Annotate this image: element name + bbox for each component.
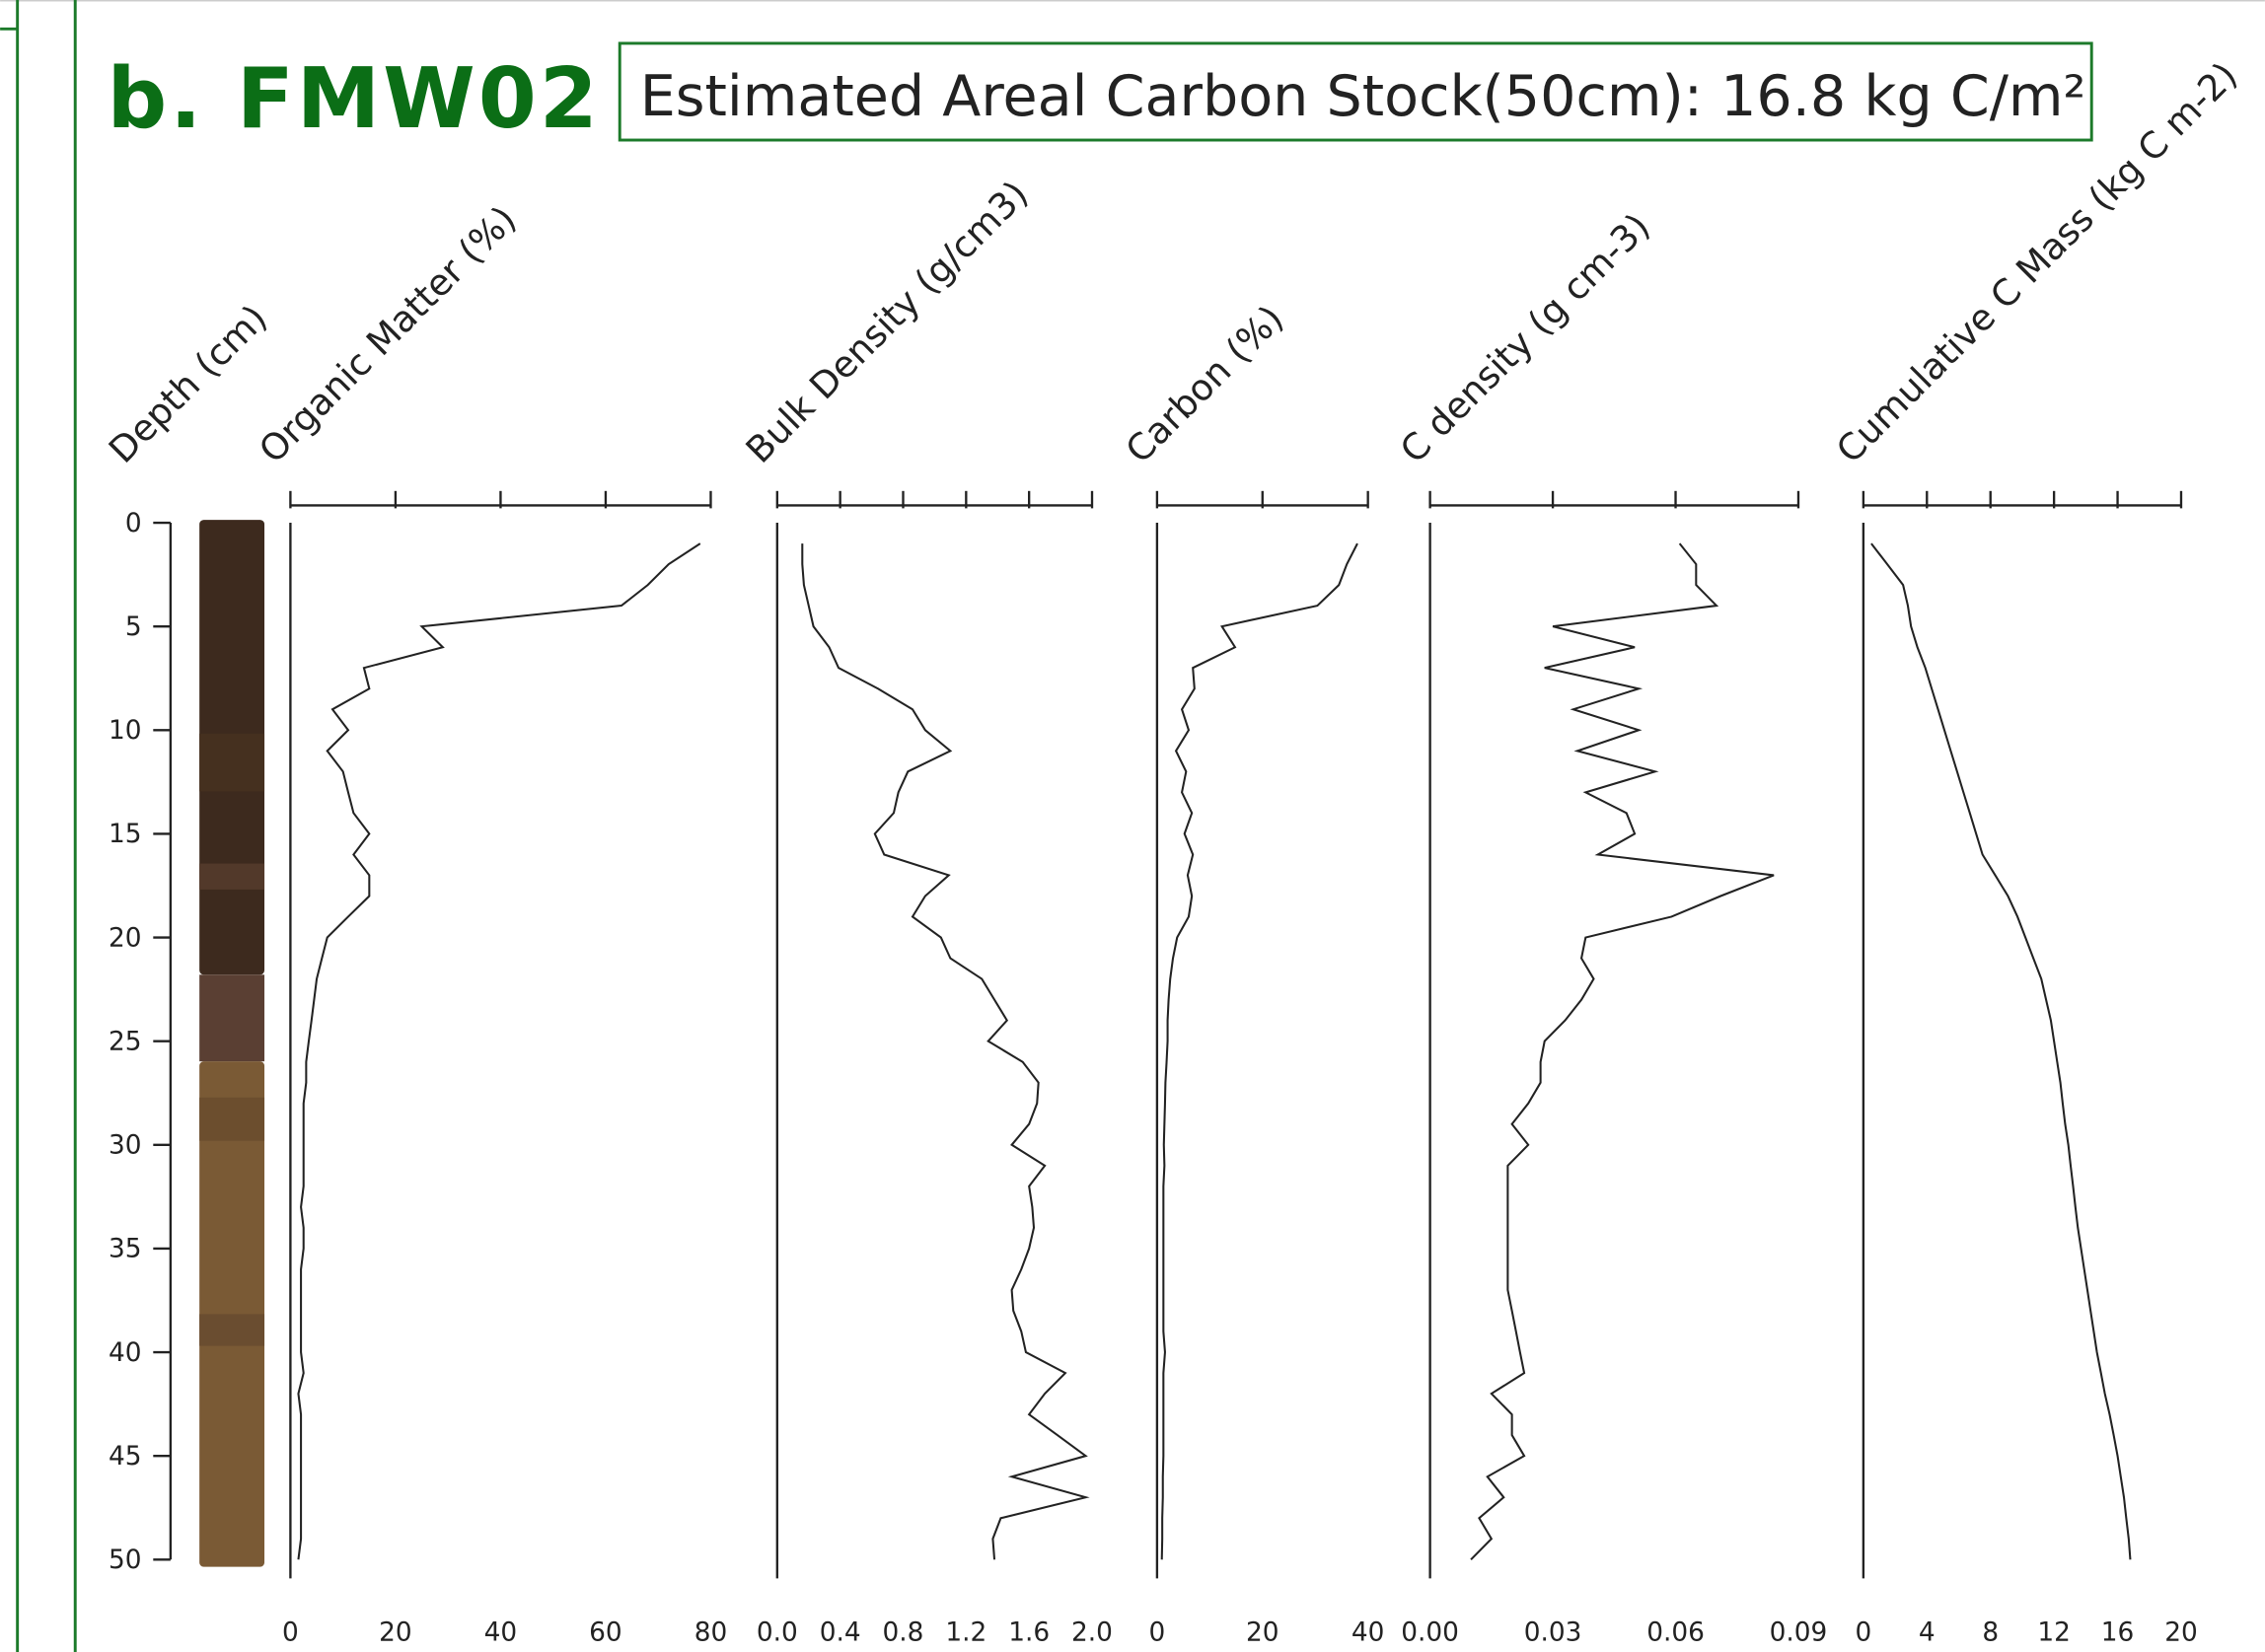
panel-label: C density (g cm-3) (1392, 205, 1658, 471)
x-tick-label: 0.06 (1646, 1617, 1705, 1647)
depth-tick-label: 35 (109, 1235, 142, 1264)
x-tick-label: 12 (2037, 1617, 2071, 1647)
depth-tick-label: 20 (109, 923, 142, 953)
x-tick-label: 0.03 (1524, 1617, 1582, 1647)
x-tick-label: 60 (589, 1617, 622, 1647)
panel-label: Organic Matter (%) (251, 198, 524, 471)
panel-label: Bulk Density (g/cm3) (738, 173, 1037, 471)
x-tick-label: 20 (379, 1617, 412, 1647)
x-tick-label: 0.0 (757, 1617, 798, 1647)
x-tick-label: 20 (2164, 1617, 2198, 1647)
core-band (199, 733, 265, 792)
depth-axis-label: Depth (cm) (101, 297, 275, 471)
depth-tick-label: 25 (109, 1027, 142, 1056)
annotation-box (618, 41, 2093, 142)
x-tick-label: 16 (2101, 1617, 2135, 1647)
x-tick-label: 2.0 (1071, 1617, 1113, 1647)
sediment-core (199, 520, 265, 1567)
profile-line (1470, 542, 1775, 1561)
depth-tick-label: 50 (109, 1545, 142, 1575)
profile-line (801, 543, 1090, 1560)
core-band (199, 974, 265, 1062)
depth-tick-label: 40 (109, 1338, 142, 1368)
core-band (199, 863, 265, 890)
profile-line (1870, 542, 2132, 1560)
x-tick-label: 20 (1246, 1617, 1279, 1647)
depth-tick-label: 0 (125, 509, 142, 539)
annotation: Estimated Areal Carbon Stock(50cm): 16.8… (640, 64, 2086, 129)
x-tick-label: 4 (1919, 1617, 1936, 1647)
x-tick-label: 8 (1982, 1617, 1999, 1647)
x-tick-label: 40 (484, 1617, 518, 1647)
x-tick-label: 1.6 (1008, 1617, 1050, 1647)
x-tick-label: 0 (282, 1617, 299, 1647)
x-tick-label: 0.4 (820, 1617, 861, 1647)
x-tick-label: 0.09 (1770, 1617, 1828, 1647)
depth-tick-label: 10 (109, 716, 142, 746)
depth-tick-label: 45 (109, 1442, 142, 1472)
x-tick-label: 0 (1855, 1617, 1871, 1647)
profile-line (1160, 542, 1358, 1560)
x-tick-label: 1.2 (945, 1617, 986, 1647)
core-band (199, 1097, 265, 1141)
x-tick-label: 0 (1149, 1617, 1166, 1647)
depth-tick-label: 15 (109, 820, 142, 849)
depth-tick-label: 5 (125, 612, 142, 642)
depth-tick-label: 30 (109, 1131, 142, 1161)
core-band (199, 1314, 265, 1346)
x-tick-label: 40 (1352, 1617, 1385, 1647)
x-tick-label: 80 (694, 1617, 728, 1647)
x-tick-label: 0.8 (883, 1617, 924, 1647)
panel-label: Carbon (%) (1118, 297, 1292, 471)
x-tick-label: 0.00 (1401, 1617, 1459, 1647)
profile-line (297, 542, 701, 1560)
panel-title: b. FMW02 (107, 50, 600, 148)
